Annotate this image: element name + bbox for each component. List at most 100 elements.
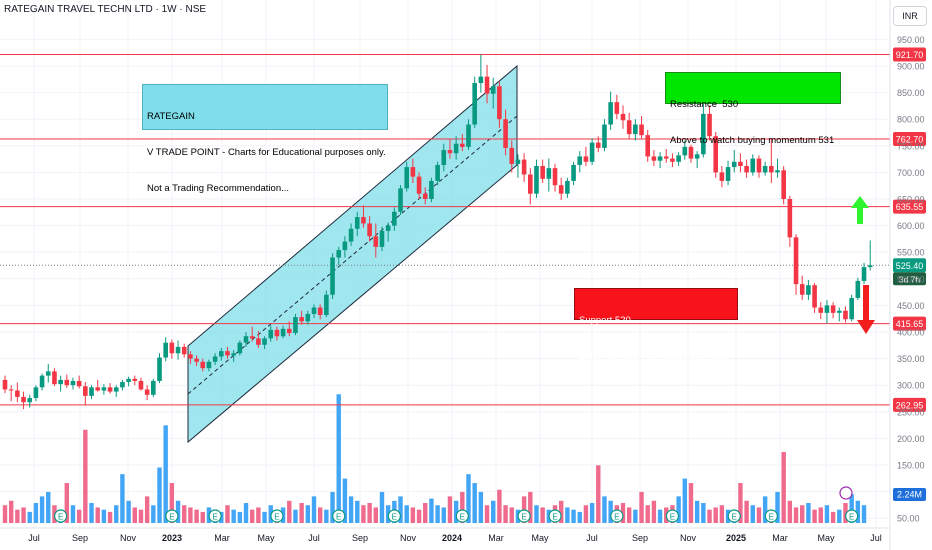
candle-body-70 [435,164,440,181]
volume-bar-11 [70,505,76,523]
candle-body-47 [293,317,298,334]
volume-bar-81 [503,505,508,523]
candle-body-57 [354,217,360,229]
volume-bar-86 [534,505,539,523]
volume-bar-54 [336,394,341,523]
volume-bar-123 [762,496,768,523]
volume-bar-60 [373,507,378,523]
volume-bar-85 [528,491,533,523]
countdown-label: 3d 7h [899,274,921,284]
candle-body-137 [849,297,854,320]
candle-body-84 [521,159,527,175]
volume-bar-87 [540,507,545,523]
candle-body-46 [286,328,292,334]
earnings-marker-8 [548,509,562,523]
volume-bar-27 [169,483,175,523]
volume-bar-56 [348,496,354,523]
x-tick-label-5: May [257,533,275,543]
candle-body-12 [76,380,82,387]
volume-bar-16 [101,509,107,523]
volume-bar-58 [361,505,366,523]
y-tick-label-5: 300.00 [897,381,925,391]
earnings-marker-label-5: E [392,513,397,522]
volume-bar-77 [478,491,484,523]
candle-body-125 [775,170,780,173]
candlesticks [2,54,873,410]
candle-body-51 [317,307,323,315]
candle-body-105 [651,156,657,161]
volume-bar-42 [262,511,267,523]
volume-bar-105 [651,500,657,523]
y-tick-label-8: 450.00 [897,301,925,311]
candle-body-99 [614,102,620,114]
level-label-3: 415.65 [896,319,924,329]
candle-body-128 [793,237,799,285]
volume-bar-98 [608,500,613,523]
earnings-marker-label-2: E [212,513,217,522]
candle-body-10 [64,379,70,386]
candle-body-65 [404,167,409,189]
candle-body-120 [744,166,749,173]
candle-body-132 [818,307,824,313]
volume-bar-64 [398,496,403,523]
candle-body-113 [701,113,706,155]
earnings-marker-2 [208,509,222,523]
currency-button[interactable]: INR [893,6,927,26]
level-label-2: 635.55 [896,202,924,212]
volume-bar-131 [812,509,817,523]
volume-bar-134 [830,511,836,523]
candle-body-44 [274,329,280,337]
volume-bar-100 [620,503,626,523]
volume-bar-31 [194,509,199,523]
candle-body-107 [663,156,669,159]
candle-body-62 [385,225,391,231]
volume-bar-53 [330,491,335,523]
candle-body-26 [163,342,168,358]
candle-body-54 [336,250,342,258]
volume-bar-52 [324,509,329,523]
volume-bar-74 [460,491,465,523]
volume-bar-18 [114,505,119,523]
y-tick-label-6: 350.00 [897,354,925,364]
candle-body-83 [515,159,521,164]
volume-bar-122 [756,507,762,523]
candle-body-38 [237,342,243,354]
volume-bar-51 [317,507,323,523]
earnings-marker-3 [270,509,284,523]
volume-badge-label: 2.24M [897,490,922,500]
volume-bar-130 [806,503,811,523]
volume-bar-71 [441,507,446,523]
level-label-bg-3 [893,316,926,331]
resistance-line-1: Resistance 530 [670,99,739,110]
x-tick-label-8: Nov [400,533,417,543]
candle-body-15 [95,387,100,391]
candle-body-16 [101,387,107,391]
volume-bar-2 [15,509,20,523]
y-tick-label-3: 200.00 [897,434,925,444]
volume-bar-95 [589,503,595,523]
candle-body-138 [855,280,861,298]
volume-bar-139 [861,505,867,523]
candle-body-13 [83,386,88,396]
volume-bar-41 [256,507,261,523]
volume-bar-66 [410,507,416,523]
candle-body-14 [89,387,94,396]
volume-bar-49 [305,505,311,523]
y-tick-label-0: 50.00 [897,514,920,524]
x-tick-label-11: May [531,533,549,543]
volume-bar-68 [423,503,428,523]
y-tick-label-16: 850.00 [897,88,925,98]
candle-body-76 [472,83,477,125]
earnings-marker-label-0: E [58,513,63,522]
candle-body-6 [39,375,45,388]
last-price-label: 525.40 [896,261,924,271]
volume-bar-97 [602,496,607,523]
candle-body-91 [565,180,570,194]
earnings-marker-label-10: E [670,513,675,522]
volume-bar-110 [682,478,687,523]
x-tick-label-6: Jul [308,533,320,543]
earnings-marker-12 [764,509,778,523]
info-line-3: Not a Trading Recommendation... [147,183,290,194]
candle-body-60 [373,236,379,247]
